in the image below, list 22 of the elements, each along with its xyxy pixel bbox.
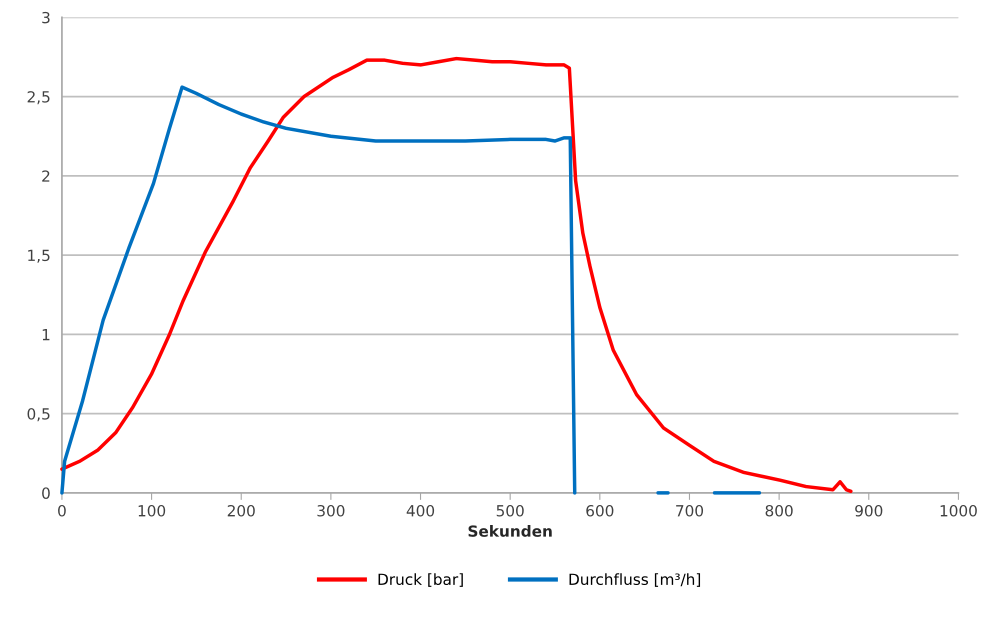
legend-label: Durchfluss [m³/h] — [570, 573, 700, 587]
x-tick-label: 500 — [496, 504, 524, 517]
legend-label: Druck [bar] — [378, 573, 463, 587]
x-tick-label: 1000 — [940, 504, 977, 517]
x-axis-title: Sekunden — [468, 525, 552, 537]
x-tick-label: 700 — [676, 504, 704, 517]
x-tick-label: 300 — [317, 504, 344, 517]
x-tick-label: 400 — [406, 504, 434, 517]
y-tick-label: 2 — [42, 170, 50, 182]
x-tick-label: 200 — [228, 504, 255, 517]
y-tick-label: 1 — [42, 329, 50, 340]
y-tick-label: 3 — [42, 12, 50, 24]
y-tick-label: 0,5 — [28, 408, 50, 422]
y-tick-label: 2,5 — [28, 91, 50, 104]
x-tick-label: 100 — [138, 504, 166, 517]
x-tick-label: 600 — [586, 504, 614, 517]
y-tick-label: 0 — [42, 487, 50, 499]
x-tick-label: 800 — [766, 504, 793, 517]
x-tick-label: 0 — [58, 504, 66, 517]
line-series — [60, 56, 853, 494]
y-tick-label: 1,5 — [28, 250, 50, 263]
x-tick-label: 900 — [855, 504, 882, 517]
